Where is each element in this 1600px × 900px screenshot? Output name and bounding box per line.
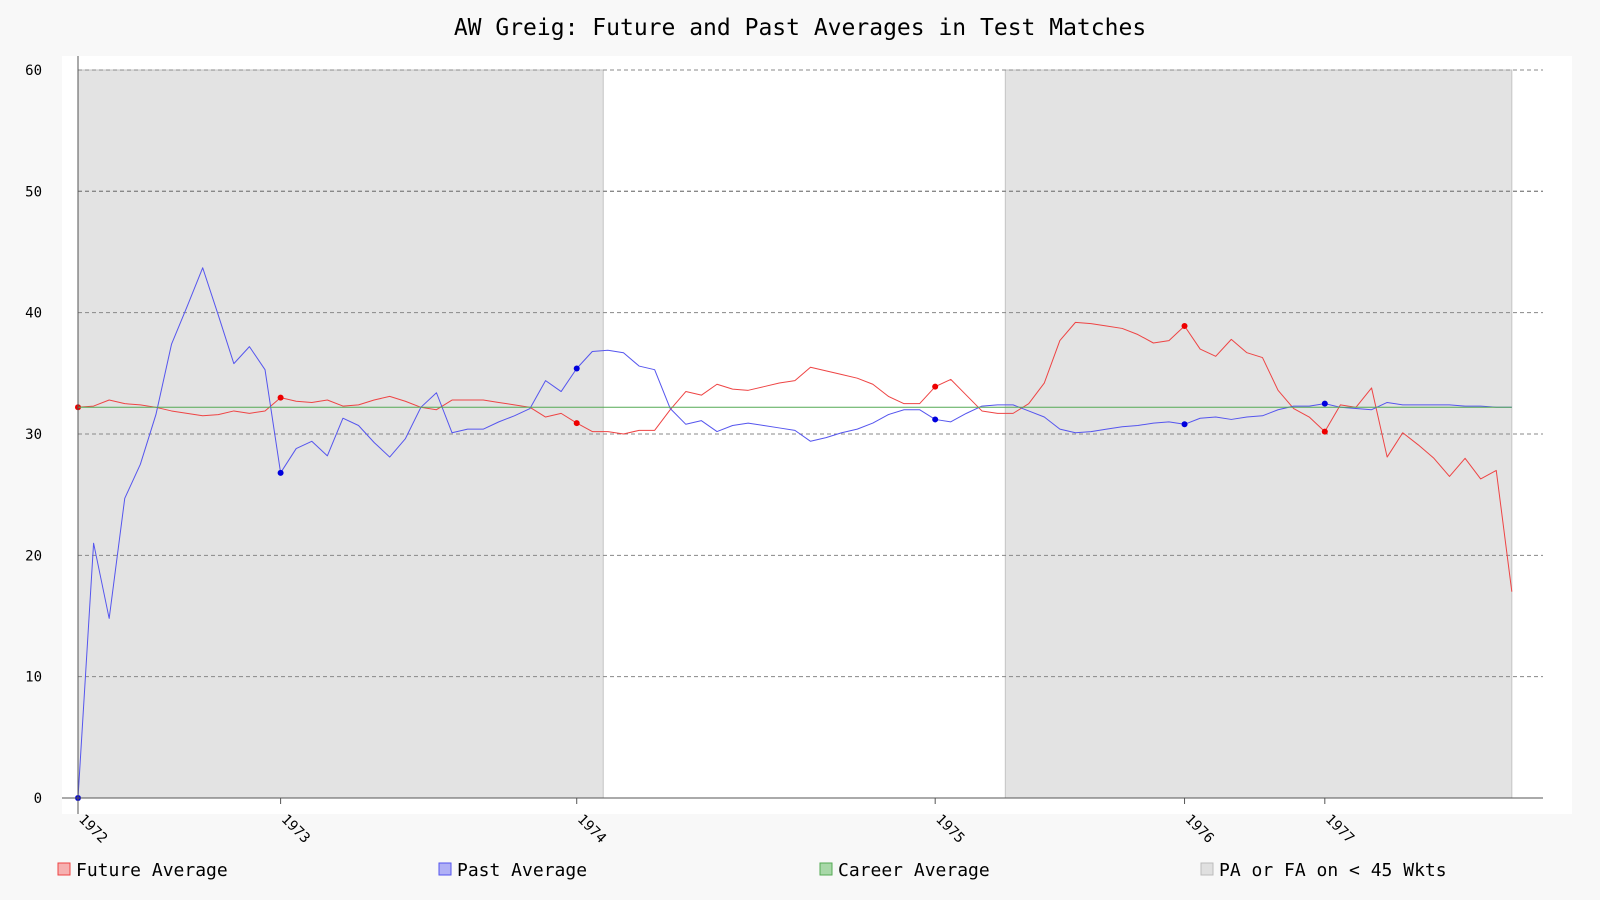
y-tick-label: 20 [25, 548, 42, 564]
legend-swatch [1200, 862, 1214, 876]
series-line-past-average [77, 267, 1512, 799]
y-tick-label: 50 [25, 184, 42, 200]
series-marker-future-average [277, 394, 284, 401]
y-tick-label: 10 [25, 670, 42, 686]
chart-title: AW Greig: Future and Past Averages in Te… [454, 15, 1146, 41]
series-marker-future-average [1181, 323, 1188, 330]
y-tick-label: 0 [34, 791, 42, 807]
series-marker-future-average [1321, 428, 1328, 435]
series-line-future-average [77, 321, 1513, 592]
series-marker-past-average [277, 469, 284, 476]
legend-label: Past Average [457, 860, 587, 881]
grid-lines [78, 69, 1543, 678]
legend-swatch [438, 862, 452, 876]
legend-item: Future Average [57, 860, 228, 881]
legend-item: Past Average [438, 860, 587, 881]
legend-label: Career Average [838, 860, 990, 881]
legend-swatch [57, 862, 71, 876]
series-marker-past-average [1181, 421, 1188, 428]
legend-label: Future Average [76, 860, 228, 881]
series-marker-past-average [932, 416, 939, 423]
legend-item: Career Average [819, 860, 990, 881]
y-tick-label: 60 [25, 63, 42, 79]
legend-item: PA or FA on < 45 Wkts [1200, 860, 1447, 881]
series-marker-past-average [1321, 400, 1328, 407]
legend-swatch [819, 862, 833, 876]
series-lines [75, 267, 1513, 801]
series-marker-future-average [573, 420, 580, 427]
legend: Future Average Past Average Career Average… [57, 860, 1447, 881]
series-marker-past-average [573, 365, 580, 372]
series-marker-future-average [932, 383, 939, 390]
y-tick-label: 40 [25, 306, 42, 322]
legend-label: PA or FA on < 45 Wkts [1219, 860, 1447, 881]
y-tick-label: 30 [25, 427, 42, 443]
